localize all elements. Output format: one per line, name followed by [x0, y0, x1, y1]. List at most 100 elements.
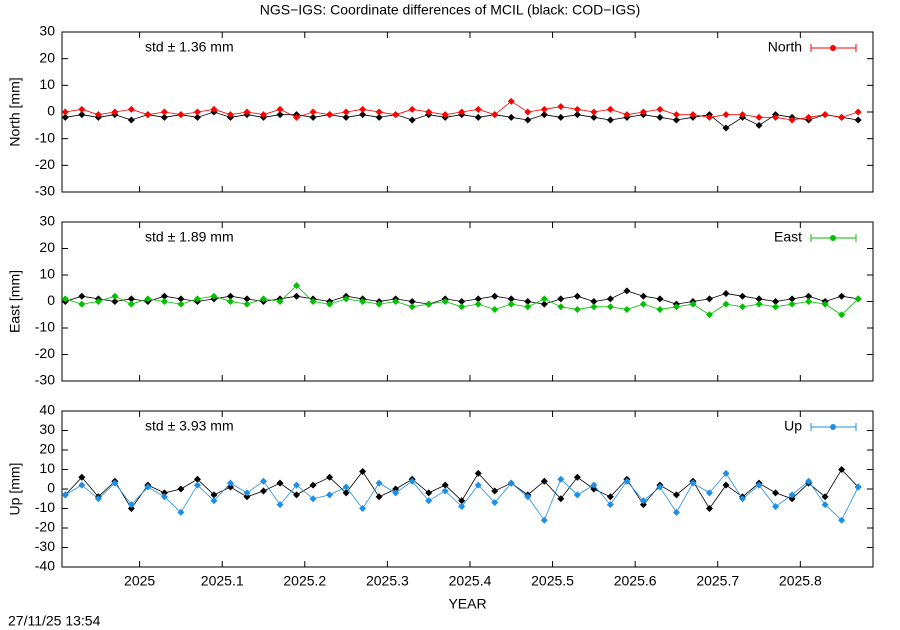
- data-point: [524, 116, 532, 124]
- data-point: [127, 300, 135, 308]
- data-point: [359, 298, 367, 305]
- data-point: [144, 483, 152, 491]
- data-point: [755, 113, 763, 121]
- data-point: [160, 298, 168, 305]
- data-point: [326, 473, 334, 481]
- data-point: [755, 300, 763, 308]
- chart-title: NGS−IGS: Coordinate differences of MCIL …: [260, 2, 640, 18]
- data-point: [772, 303, 780, 311]
- data-point: [772, 489, 780, 497]
- data-point: [458, 503, 466, 511]
- data-point: [639, 497, 647, 505]
- data-point: [540, 111, 548, 119]
- data-point: [326, 491, 334, 499]
- x-tick-label: 2025.8: [779, 573, 822, 589]
- data-point: [491, 487, 499, 495]
- data-point: [94, 111, 102, 119]
- data-point: [507, 479, 515, 487]
- data-point: [408, 105, 416, 113]
- data-point: [193, 295, 201, 303]
- data-point: [788, 116, 796, 124]
- data-point: [705, 295, 713, 303]
- data-point: [854, 108, 862, 116]
- data-point: [540, 295, 548, 303]
- x-tick-label: 2025.7: [696, 573, 739, 589]
- data-point: [392, 111, 400, 119]
- data-point: [260, 477, 268, 485]
- data-point: [838, 113, 846, 121]
- data-point: [722, 469, 730, 477]
- data-point: [606, 105, 614, 113]
- data-point: [590, 113, 598, 121]
- data-point: [705, 113, 713, 121]
- data-point: [788, 300, 796, 308]
- y-tick-label: 10: [39, 266, 55, 282]
- data-point: [193, 481, 201, 489]
- legend-label: North: [768, 39, 802, 55]
- data-point: [243, 300, 251, 308]
- y-axis-label: Up [mm]: [7, 463, 23, 516]
- data-point: [160, 108, 168, 116]
- data-point: [507, 113, 515, 121]
- data-point: [722, 300, 730, 308]
- data-point: [78, 292, 86, 300]
- data-point: [293, 481, 301, 489]
- data-point: [276, 111, 284, 119]
- data-point: [788, 491, 796, 499]
- y-tick-label: -10: [35, 499, 55, 515]
- data-point: [656, 113, 664, 121]
- y-tick-label: -40: [35, 558, 55, 574]
- data-point: [838, 516, 846, 524]
- data-point: [606, 295, 614, 303]
- data-point: [656, 305, 664, 313]
- data-point: [507, 97, 515, 105]
- data-point: [606, 116, 614, 124]
- data-point: [507, 300, 515, 308]
- data-point: [639, 292, 647, 300]
- data-point: [623, 305, 631, 313]
- data-point: [61, 295, 69, 303]
- data-point: [342, 108, 350, 116]
- data-point: [78, 111, 86, 119]
- y-tick-label: -30: [35, 183, 55, 199]
- data-point: [160, 489, 168, 497]
- data-point: [375, 300, 383, 308]
- data-point: [210, 497, 218, 505]
- data-point: [722, 481, 730, 489]
- data-point: [722, 290, 730, 298]
- y-tick-label: 20: [39, 49, 55, 65]
- data-point: [739, 303, 747, 311]
- legend-marker: [830, 235, 836, 241]
- data-point: [821, 300, 829, 308]
- data-point: [656, 295, 664, 303]
- y-tick-label: -30: [35, 538, 55, 554]
- data-point: [342, 483, 350, 491]
- data-point: [210, 491, 218, 499]
- data-point: [293, 292, 301, 300]
- data-point: [739, 111, 747, 119]
- y-tick-label: -30: [35, 372, 55, 388]
- data-point: [293, 282, 301, 290]
- data-point: [821, 111, 829, 119]
- data-point: [672, 116, 680, 124]
- data-point: [474, 113, 482, 121]
- std-annotation: std ± 1.89 mm: [145, 229, 234, 245]
- data-point: [260, 487, 268, 495]
- data-point: [755, 121, 763, 129]
- y-tick-label: -10: [35, 129, 55, 145]
- data-point: [772, 298, 780, 305]
- x-tick-label: 2025.2: [283, 573, 326, 589]
- data-point: [540, 516, 548, 524]
- data-point: [392, 298, 400, 305]
- data-point: [821, 501, 829, 509]
- y-tick-label: 20: [39, 441, 55, 457]
- data-point: [805, 477, 813, 485]
- data-point: [474, 469, 482, 477]
- data-point: [94, 495, 102, 503]
- data-point: [623, 111, 631, 119]
- y-tick-label: 0: [47, 103, 55, 119]
- data-point: [458, 303, 466, 311]
- y-tick-label: -20: [35, 519, 55, 535]
- std-annotation: std ± 1.36 mm: [145, 39, 234, 55]
- data-point: [623, 477, 631, 485]
